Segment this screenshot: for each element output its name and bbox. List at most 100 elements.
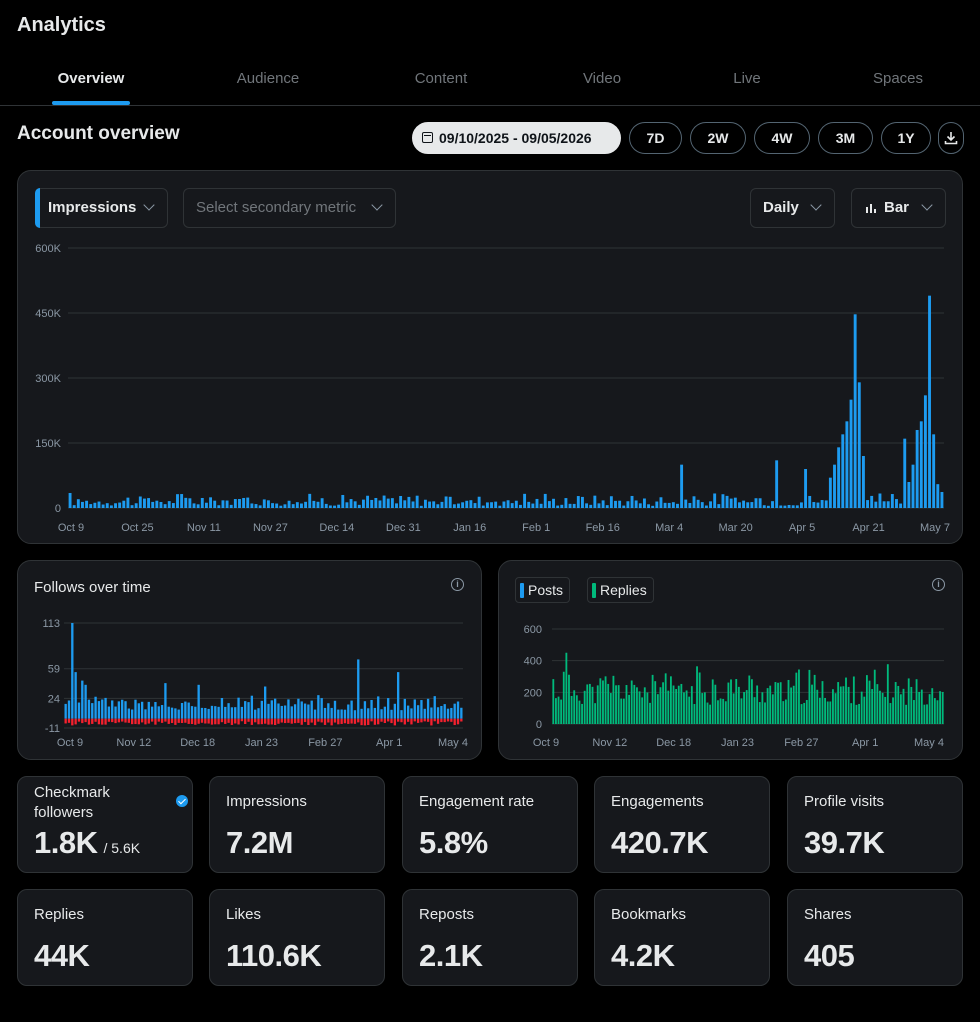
bar: [706, 702, 709, 724]
tab-live[interactable]: Live: [733, 70, 761, 87]
posts-replies-chart-card: i 0 200 400 600 Oct 9 Nov 12 Dec 18 Jan 23 Feb 2…: [498, 560, 963, 760]
metric-reposts[interactable]: Reposts 2.1K: [402, 889, 578, 986]
bar: [244, 701, 247, 719]
legend-posts[interactable]: Posts: [515, 577, 571, 603]
bar-negative: [167, 718, 170, 724]
bar-negative: [210, 718, 214, 725]
legend-replies[interactable]: Replies: [587, 577, 654, 603]
bar: [805, 699, 808, 724]
metric-profile-visits[interactable]: Profile visits 39.7K: [787, 776, 963, 873]
metric-checkmark-followers[interactable]: Checkmark followers 1.8K / 5.6K: [17, 776, 193, 873]
granularity-select[interactable]: Daily: [750, 188, 835, 228]
metric-engagements[interactable]: Engagements 420.7K: [594, 776, 770, 873]
metric-label: Bookmarks: [611, 906, 687, 923]
bar: [855, 704, 858, 724]
bar-negative: [400, 718, 403, 723]
bar: [928, 694, 931, 724]
bar-negative: [283, 718, 287, 724]
bar: [150, 706, 154, 719]
secondary-metric-select[interactable]: Select secondary metric: [183, 188, 396, 228]
x-tick-label: Dec 18: [180, 737, 215, 749]
metric-value: 39.7K: [804, 825, 885, 860]
chart-type-select[interactable]: Bar: [851, 188, 946, 228]
metric-engagement-rate[interactable]: Engagement rate 5.8%: [402, 776, 578, 873]
bar: [633, 684, 636, 724]
bar: [791, 505, 795, 508]
bar-negative: [74, 718, 77, 725]
bar: [247, 702, 250, 719]
bar: [386, 498, 390, 508]
bar: [167, 706, 170, 719]
bar: [597, 503, 601, 508]
metric-replies[interactable]: Replies 44K: [17, 889, 193, 986]
x-tick-label: Oct 25: [121, 522, 153, 534]
bar: [609, 496, 613, 508]
bar: [124, 701, 127, 719]
bar: [936, 700, 939, 724]
bar: [273, 698, 277, 719]
chart-type-label: Bar: [884, 199, 910, 216]
bar: [105, 503, 109, 508]
metric-impressions[interactable]: Impressions 7.2M: [209, 776, 385, 873]
range-2w-button[interactable]: 2W: [690, 122, 746, 154]
bar-negative: [217, 718, 220, 725]
bar: [514, 500, 518, 508]
bar-negative: [177, 718, 180, 723]
tab-spaces[interactable]: Spaces: [872, 70, 924, 87]
bar-negative: [230, 718, 234, 725]
range-3m-button[interactable]: 3M: [818, 122, 873, 154]
bar: [680, 464, 684, 508]
y-tick-label: 300K: [35, 373, 61, 385]
tab-audience[interactable]: Audience: [236, 70, 300, 87]
bar: [396, 672, 400, 719]
bar: [863, 696, 866, 724]
range-7d-button[interactable]: 7D: [629, 122, 682, 154]
bar: [436, 504, 440, 508]
bar-negative: [137, 718, 140, 725]
bar-negative: [257, 718, 260, 725]
bar: [164, 683, 167, 719]
bar: [419, 505, 423, 508]
bar: [293, 704, 297, 719]
bar-negative: [104, 718, 107, 725]
bar: [684, 499, 688, 508]
bar: [469, 500, 473, 508]
download-button[interactable]: [938, 122, 964, 154]
bar: [899, 503, 903, 508]
bar: [688, 696, 691, 724]
bar: [283, 705, 287, 719]
bar: [829, 701, 832, 724]
range-4w-button[interactable]: 4W: [754, 122, 810, 154]
bar-negative: [107, 718, 111, 722]
bar: [714, 684, 717, 724]
bar: [453, 703, 456, 719]
bar: [237, 697, 240, 719]
info-icon[interactable]: i: [451, 578, 464, 591]
bar-negative: [396, 718, 400, 722]
bar: [527, 501, 531, 508]
tab-content[interactable]: Content: [414, 70, 468, 87]
bar: [779, 682, 782, 724]
bar-negative: [387, 718, 390, 722]
bar: [911, 464, 915, 508]
bar: [654, 681, 657, 724]
range-1y-button[interactable]: 1Y: [881, 122, 931, 154]
bar-negative: [244, 718, 247, 724]
bar: [721, 494, 725, 508]
tab-overview[interactable]: Overview: [52, 56, 130, 106]
metric-shares[interactable]: Shares 405: [787, 889, 963, 986]
bar: [700, 502, 704, 508]
metric-bookmarks[interactable]: Bookmarks 4.2K: [594, 889, 770, 986]
date-range-button[interactable]: 09/10/2025 - 09/05/2026: [412, 122, 621, 154]
metric-value-total: / 5.6K: [103, 840, 141, 856]
bar: [382, 495, 386, 508]
bar: [144, 709, 147, 719]
bar: [774, 682, 777, 724]
bar: [735, 679, 738, 724]
metric-likes[interactable]: Likes 110.6K: [209, 889, 385, 986]
bar-negative: [84, 718, 87, 723]
tab-video[interactable]: Video: [582, 70, 622, 87]
info-icon[interactable]: i: [932, 578, 945, 591]
bar-negative: [347, 718, 350, 724]
primary-metric-select[interactable]: Impressions: [35, 188, 168, 228]
